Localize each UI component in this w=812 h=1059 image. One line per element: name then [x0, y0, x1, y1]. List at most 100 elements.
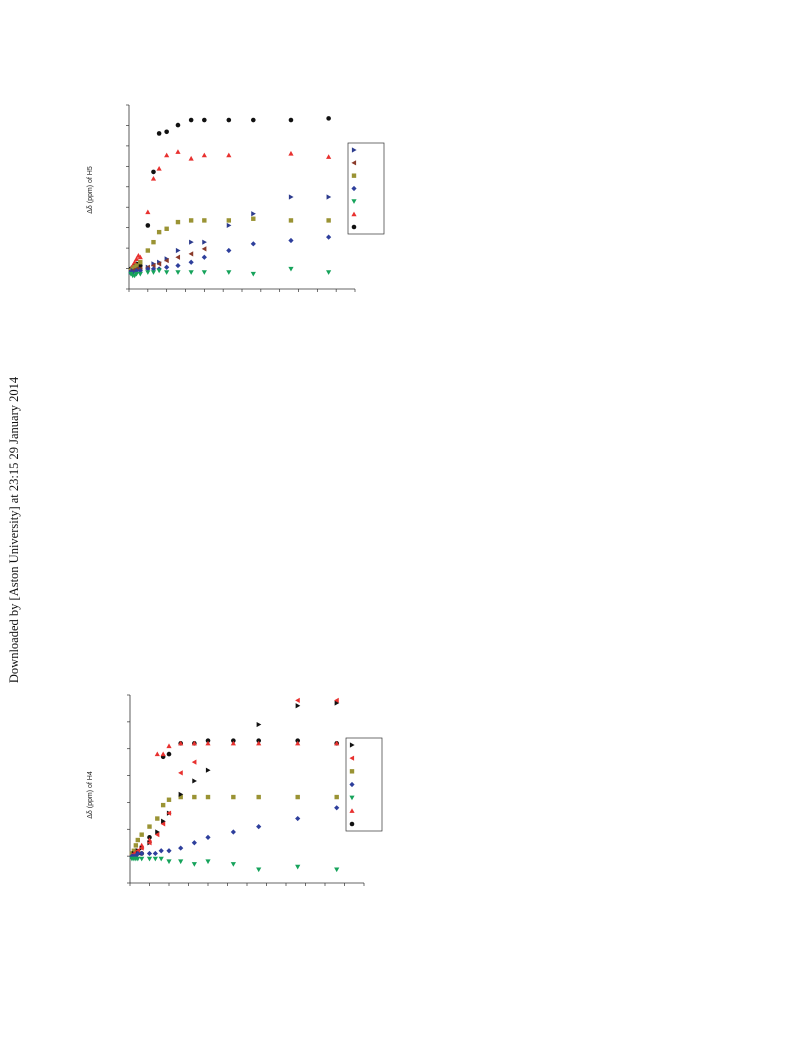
data-point: [202, 218, 207, 223]
data-point: [188, 251, 194, 257]
chart-group-1: Δδ (ppm) of H4: [87, 694, 383, 886]
series-2: [129, 794, 339, 856]
data-point: [295, 703, 301, 709]
data-point: [131, 848, 137, 853]
data-point: [334, 700, 340, 706]
data-point: [156, 229, 162, 235]
legend-marker: [351, 224, 357, 230]
data-point: [145, 270, 151, 275]
data-point: [295, 697, 300, 703]
data-point: [160, 802, 166, 808]
data-point: [256, 738, 262, 743]
data-point: [147, 824, 152, 829]
data-point: [166, 810, 172, 816]
data-point: [135, 837, 140, 843]
data-point: [134, 263, 139, 268]
data-point: [191, 840, 197, 846]
data-point: [250, 241, 256, 247]
data-point: [205, 738, 211, 743]
data-point: [230, 862, 236, 867]
data-point: [147, 835, 152, 840]
data-point: [201, 152, 207, 158]
data-point: [156, 131, 162, 136]
legend-marker: [349, 821, 355, 827]
data-point: [166, 848, 172, 854]
data-point: [191, 759, 197, 765]
data-point: [135, 850, 141, 857]
legend: [345, 737, 383, 832]
data-point: [150, 262, 156, 269]
data-point: [295, 740, 301, 746]
data-point: [226, 218, 232, 223]
data-point: [288, 218, 294, 223]
data-point: [155, 816, 160, 821]
data-point: [133, 268, 140, 274]
data-point: [161, 818, 166, 824]
data-point: [178, 770, 183, 776]
series-0: [128, 116, 331, 272]
data-point: [288, 266, 294, 272]
data-point: [139, 856, 145, 862]
data-point: [251, 117, 256, 123]
data-point: [256, 721, 262, 728]
data-point: [326, 154, 332, 159]
data-point: [166, 751, 172, 757]
data-point: [334, 740, 340, 746]
data-point: [151, 169, 156, 175]
data-point: [205, 834, 211, 840]
data-point: [192, 778, 197, 784]
data-point: [189, 239, 194, 245]
data-point: [226, 247, 232, 254]
data-point: [188, 270, 194, 275]
data-point: [139, 850, 145, 857]
series-6: [128, 266, 332, 279]
data-point: [288, 150, 294, 156]
legend-marker: [351, 199, 357, 204]
data-point: [175, 122, 181, 128]
data-point: [295, 815, 301, 822]
data-point: [188, 117, 194, 123]
legend-box: [345, 737, 383, 832]
data-point: [146, 840, 152, 846]
legend-marker: [351, 185, 357, 192]
series-1: [128, 149, 332, 272]
data-point: [150, 266, 157, 272]
data-point: [155, 829, 160, 835]
legend-marker: [349, 808, 355, 813]
data-point: [226, 222, 232, 229]
legend-marker: [349, 742, 355, 748]
data-point: [166, 743, 172, 749]
data-point: [145, 266, 151, 272]
data-point: [139, 832, 144, 837]
data-point: [295, 794, 300, 800]
data-point: [178, 740, 184, 746]
data-point: [151, 239, 156, 245]
data-point: [334, 794, 339, 800]
data-point: [175, 149, 181, 154]
data-point: [230, 740, 236, 746]
series-6: [129, 856, 340, 873]
data-point: [146, 850, 153, 857]
legend: [347, 142, 385, 235]
data-point: [188, 155, 194, 161]
data-point: [178, 859, 184, 865]
legend-marker: [351, 160, 357, 166]
data-point: [164, 264, 170, 270]
data-point: [152, 850, 158, 857]
legend-marker: [349, 795, 355, 801]
data-point: [191, 740, 197, 746]
data-point: [226, 152, 232, 158]
data-point: [160, 821, 166, 827]
data-point: [188, 259, 194, 265]
data-point: [205, 859, 211, 865]
data-point: [326, 116, 331, 121]
legend-marker: [349, 755, 355, 761]
data-point: [202, 117, 207, 123]
data-point: [256, 824, 262, 830]
data-point: [133, 271, 140, 277]
data-point: [175, 247, 181, 254]
data-point: [154, 832, 160, 838]
data-point: [326, 218, 331, 223]
data-point: [150, 270, 157, 275]
data-point: [295, 864, 301, 870]
